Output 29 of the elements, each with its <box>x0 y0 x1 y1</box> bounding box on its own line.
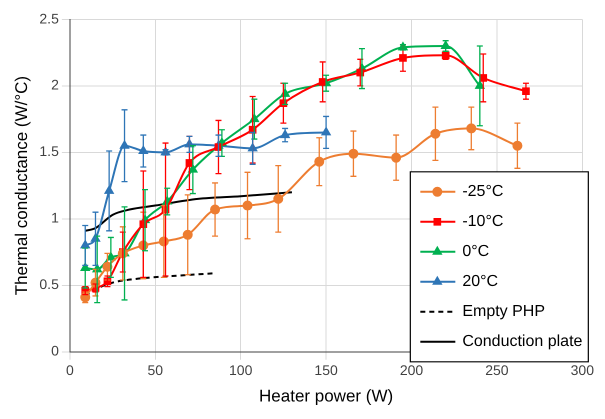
x-tick-label: 100 <box>229 362 253 378</box>
point <box>322 127 331 136</box>
point <box>162 149 170 156</box>
point <box>280 130 290 138</box>
point <box>242 200 253 211</box>
legend-label: 0°C <box>462 243 490 260</box>
y-tick-label: 1 <box>51 210 60 226</box>
x-tick-label: 200 <box>400 362 424 378</box>
line-series <box>84 191 293 232</box>
legend-label: 20°C <box>462 273 498 290</box>
legend-label: -10°C <box>462 213 504 230</box>
y-axis-title: Thermal conductance (W/°C) <box>12 76 31 296</box>
x-tick-label: 50 <box>147 362 164 378</box>
y-tick-label: 2 <box>51 76 60 93</box>
legend-label: Empty PHP <box>462 303 546 320</box>
x-tick-label: 0 <box>66 362 74 378</box>
y-tick-label: 0.5 <box>39 276 60 292</box>
x-axis-title: Heater power (W) <box>259 386 394 406</box>
x-tick-label: 300 <box>570 362 594 378</box>
point <box>399 54 407 62</box>
x-tick-label: 150 <box>314 362 338 378</box>
legend-label: Conduction plate <box>462 333 583 350</box>
legend-label: -25°C <box>462 183 504 200</box>
x-tick-label: 250 <box>485 362 509 378</box>
point <box>399 44 407 51</box>
y-tick-label: 0 <box>51 342 60 359</box>
y-tick-label: 1.5 <box>39 143 60 160</box>
point <box>522 87 530 96</box>
y-tick-label: 2.5 <box>39 10 60 26</box>
